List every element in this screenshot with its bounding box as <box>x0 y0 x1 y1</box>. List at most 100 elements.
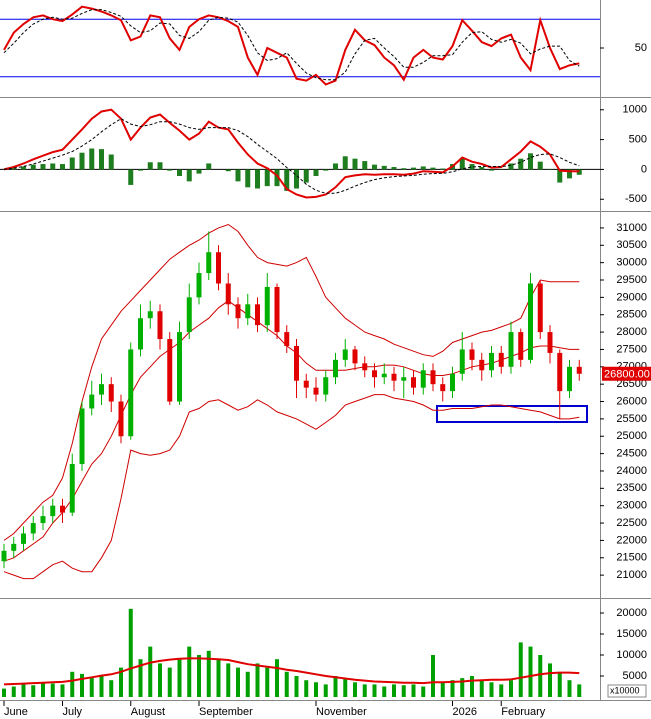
histogram-bar <box>138 169 143 171</box>
candle-body <box>362 363 368 371</box>
y-tick-label: 30000 <box>616 257 647 269</box>
histogram-bar <box>303 169 309 183</box>
x-tick-label: July <box>63 706 83 718</box>
volume-bar <box>216 659 221 697</box>
candle-body <box>69 464 75 513</box>
candle-body <box>401 377 407 381</box>
series-line <box>3 108 580 199</box>
histogram-bar <box>518 158 524 170</box>
candle-body <box>528 283 533 360</box>
histogram-bar <box>401 168 407 170</box>
histogram-bar <box>50 163 56 170</box>
y-tick-label: 10000 <box>616 649 647 661</box>
candle-body <box>225 283 231 305</box>
volume-bar <box>21 684 26 697</box>
volume-bar <box>479 680 484 697</box>
histogram-bar <box>362 161 368 170</box>
y-tick-label: -500 <box>625 193 647 205</box>
histogram-bar <box>489 169 494 171</box>
volume-bar <box>353 682 357 697</box>
histogram-bar <box>147 162 153 170</box>
bollinger-band <box>3 223 580 541</box>
y-tick-label: 29000 <box>616 291 647 303</box>
volume-bar <box>265 667 270 697</box>
y-tick-label: 23500 <box>616 482 647 494</box>
volume-bar <box>304 680 309 697</box>
x-tick-label: June <box>4 706 28 718</box>
candle-body <box>157 311 163 340</box>
histogram-bar <box>177 169 182 176</box>
y-tick-label: 26000 <box>616 395 647 407</box>
volume-bar <box>577 684 582 697</box>
x-tick-label: August <box>131 706 165 718</box>
volume-bar <box>41 682 45 697</box>
candle-body <box>459 349 465 374</box>
volume-bar <box>460 678 465 697</box>
histogram-bar <box>186 169 192 182</box>
candle-body <box>40 516 46 524</box>
candle-body <box>21 533 26 544</box>
volume-bar <box>557 671 562 697</box>
volume-bar <box>382 686 387 697</box>
candle-body <box>255 304 260 326</box>
volume-bar <box>128 608 133 697</box>
volume-bar <box>372 684 377 697</box>
candle-body <box>352 349 358 364</box>
histogram-bar <box>372 164 377 170</box>
volume-bar <box>567 680 572 697</box>
y-tick-label: 50 <box>635 42 647 54</box>
volume-bar <box>499 684 504 697</box>
moving-average <box>3 657 580 686</box>
candle-body <box>99 384 104 395</box>
candle-body <box>11 543 17 551</box>
candle-body <box>79 408 85 465</box>
volume-bar <box>119 667 123 697</box>
y-tick-label: 27500 <box>616 343 647 355</box>
candle-body <box>469 349 475 360</box>
histogram-bar <box>284 169 290 191</box>
volume-bar <box>275 659 279 697</box>
volume-bar <box>362 684 367 697</box>
y-tick-label: 21000 <box>616 569 647 581</box>
histogram-bar <box>274 169 280 187</box>
candle-body <box>430 370 436 385</box>
candle-body <box>381 373 387 378</box>
volume-bar <box>392 684 396 697</box>
y-tick-label: 15000 <box>616 628 647 640</box>
candle-body <box>479 359 485 371</box>
candle-body <box>274 286 280 333</box>
histogram-bar <box>89 148 95 170</box>
y-tick-label: 1000 <box>623 104 647 116</box>
volume-bar <box>421 686 426 697</box>
volume-bar <box>548 663 552 697</box>
histogram-bar <box>157 162 163 170</box>
candle-body <box>206 252 212 274</box>
candle-body <box>245 304 251 319</box>
volume-bar <box>411 684 416 697</box>
volume-bar <box>236 667 240 697</box>
candle-body <box>518 332 524 360</box>
histogram-bar <box>196 169 202 174</box>
histogram-bar <box>225 169 231 172</box>
histogram-bar <box>313 169 319 176</box>
histogram-bar <box>557 169 563 183</box>
volume-bar <box>177 659 182 697</box>
volume-bar <box>255 663 260 697</box>
volume-bar <box>158 663 162 697</box>
y-tick-label: 22000 <box>616 534 647 546</box>
y-tick-label: 500 <box>629 133 647 145</box>
histogram-bar <box>479 167 485 170</box>
volume-bar <box>167 667 172 697</box>
volume-bar <box>245 671 250 697</box>
volume-bar <box>538 655 543 697</box>
volume-bar <box>226 663 231 697</box>
candle-body <box>342 349 348 360</box>
candle-body <box>128 349 134 437</box>
candle-body <box>489 352 494 371</box>
candle-body <box>547 332 553 353</box>
volume-bar <box>11 686 16 697</box>
candle-body <box>264 286 270 326</box>
